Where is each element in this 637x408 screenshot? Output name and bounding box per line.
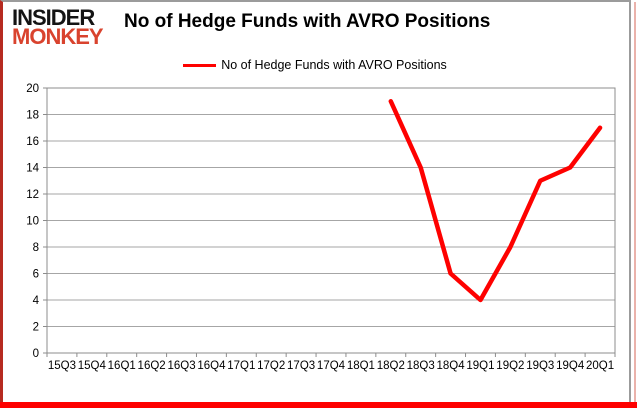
y-tick-label: 14 xyxy=(26,163,39,175)
y-tick-label: 12 xyxy=(26,189,39,201)
y-tick-label: 2 xyxy=(33,322,39,334)
y-tick-label: 8 xyxy=(33,242,39,254)
logo-text-monkey: MONKEY xyxy=(12,24,104,49)
x-tick-label: 19Q2 xyxy=(496,360,524,372)
legend-label: No of Hedge Funds with AVRO Positions xyxy=(221,58,447,72)
x-tick-label: 19Q4 xyxy=(556,360,585,372)
y-tick-label: 6 xyxy=(33,269,39,281)
y-tick-label: 0 xyxy=(33,348,39,360)
insider-monkey-logo: INSIDER MONKEY xyxy=(12,5,104,49)
bottom-red-border xyxy=(0,402,637,408)
x-tick-label: 18Q1 xyxy=(347,360,375,372)
data-line xyxy=(388,99,603,303)
y-tick-label: 20 xyxy=(26,83,39,95)
x-tick-label: 20Q1 xyxy=(586,360,614,372)
y-tick-label: 4 xyxy=(33,295,40,307)
plot-border xyxy=(46,87,616,354)
x-tick-label: 16Q3 xyxy=(167,360,195,372)
x-tick-label: 19Q1 xyxy=(466,360,494,372)
y-tick-label: 16 xyxy=(26,136,39,148)
x-tick-label: 16Q2 xyxy=(138,360,166,372)
chart-legend: No of Hedge Funds with AVRO Positions xyxy=(0,58,630,72)
x-tick-label: 18Q3 xyxy=(407,360,435,372)
x-tick-label: 17Q4 xyxy=(317,360,346,372)
x-tick-label: 16Q4 xyxy=(197,360,226,372)
chart-frame xyxy=(0,0,631,403)
legend-line-swatch xyxy=(183,63,217,67)
y-tick-label: 18 xyxy=(26,110,39,122)
x-tick-label: 15Q3 xyxy=(48,360,76,372)
right-edge-accent xyxy=(634,2,636,402)
logo-text-insider: INSIDER xyxy=(12,5,95,30)
x-tick-label: 19Q3 xyxy=(526,360,554,372)
x-tick-label: 18Q2 xyxy=(377,360,405,372)
x-tick-label: 17Q1 xyxy=(227,360,255,372)
x-tick-label: 17Q3 xyxy=(287,360,315,372)
x-tick-label: 17Q2 xyxy=(257,360,285,372)
y-tick-label: 10 xyxy=(26,216,39,228)
x-tick-label: 16Q1 xyxy=(108,360,136,372)
x-tick-label: 15Q4 xyxy=(78,360,107,372)
chart-title: No of Hedge Funds with AVRO Positions xyxy=(124,11,491,32)
x-tick-label: 18Q4 xyxy=(437,360,466,372)
